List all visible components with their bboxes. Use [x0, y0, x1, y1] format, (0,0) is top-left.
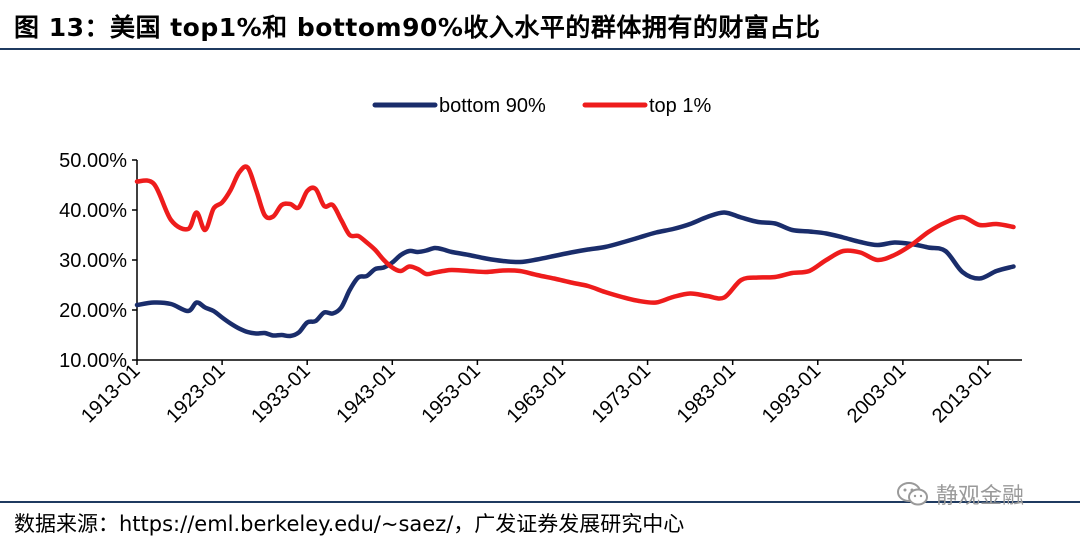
legend-label-top-1: top 1% — [649, 95, 711, 117]
watermark: 静观金融 — [896, 478, 1024, 510]
wealth-share-line-chart: bottom 90% top 1% 10.00% 20.00% 30.00% 40.00… — [59, 95, 1022, 427]
y-tick-label: 10.00% — [59, 350, 127, 372]
watermark-text: 静观金融 — [936, 484, 1025, 509]
y-tick-label: 30.00% — [59, 250, 127, 272]
x-tick-label: 1943-01 — [332, 360, 399, 427]
x-tick-label: 1933-01 — [247, 360, 314, 427]
title-divider — [0, 48, 1080, 50]
chart-legend: bottom 90% top 1% — [372, 95, 711, 117]
x-tick-label: 1963-01 — [503, 360, 570, 427]
figure-title: 图 13：美国 top1%和 bottom90%收入水平的群体拥有的财富占比 — [14, 13, 821, 42]
x-tick-label: 1953-01 — [417, 360, 484, 427]
x-tick-label: 1993-01 — [758, 360, 825, 427]
x-tick-label: 2013-01 — [928, 360, 995, 427]
y-tick-label: 40.00% — [59, 200, 127, 222]
x-tick-label: 1923-01 — [162, 360, 229, 427]
x-tick-label: 1973-01 — [588, 360, 655, 427]
wechat-icon — [897, 482, 928, 506]
y-tick-label: 20.00% — [59, 300, 127, 322]
source-note: 数据来源：https://eml.berkeley.edu/~saez/，广发证… — [14, 512, 685, 536]
series-line-top-1 — [134, 164, 1016, 305]
source-divider — [0, 501, 1080, 503]
x-axis: 1913-01 1923-01 1933-01 1943-01 1953-01 1963-… — [77, 359, 1022, 427]
x-tick-label: 2003-01 — [843, 360, 910, 427]
y-tick-label: 50.00% — [59, 150, 127, 172]
x-tick-label: 1983-01 — [673, 360, 740, 427]
series-line-bottom-90 — [134, 210, 1016, 339]
legend-label-bottom-90: bottom 90% — [439, 95, 546, 117]
series-layer — [134, 164, 1016, 339]
y-axis: 10.00% 20.00% 30.00% 40.00% 50.00% — [59, 150, 138, 372]
